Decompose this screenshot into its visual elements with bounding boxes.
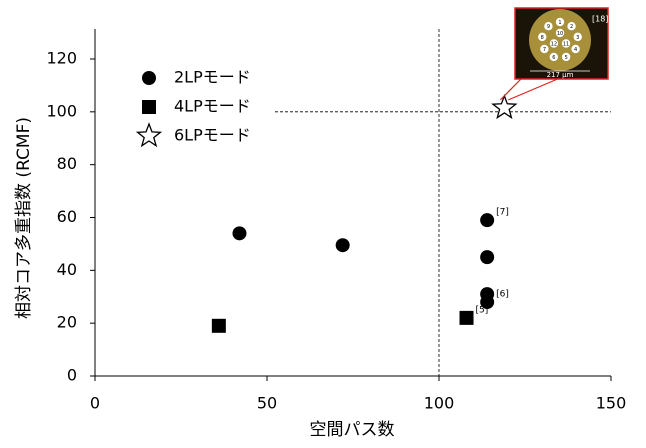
point: [480, 250, 494, 264]
x-tick-label: 100: [424, 394, 455, 413]
point: [493, 96, 516, 118]
annotation: [5]: [476, 305, 489, 315]
point: [212, 319, 226, 333]
legend-marker: [142, 100, 156, 114]
core-label: 6: [552, 55, 555, 61]
point: [460, 311, 474, 325]
core-label: 3: [576, 35, 579, 41]
legend-marker: [142, 71, 156, 85]
x-tick-label: 0: [90, 394, 100, 413]
annotation: [18]: [592, 15, 608, 24]
core-label: 8: [541, 35, 544, 41]
scale-label: 217 μm: [547, 71, 574, 79]
legend-label: 6LPモード: [174, 126, 251, 145]
y-tick-label: 40: [57, 260, 77, 279]
y-tick-label: 0: [67, 366, 77, 385]
core-label: 10: [557, 31, 563, 37]
annotation: [6]: [496, 290, 509, 300]
y-tick-label: 60: [57, 207, 77, 226]
y-tick-label: 100: [46, 101, 77, 120]
annotation: [7]: [496, 208, 509, 218]
point: [336, 238, 350, 252]
y-tick-label: 80: [57, 154, 77, 173]
core-label: 5: [565, 55, 568, 61]
core-label: 1: [558, 20, 561, 26]
y-tick-label: 20: [57, 313, 77, 332]
y-axis-label: 相対コア多重指数 (RCMF): [14, 117, 34, 319]
core-label: 11: [563, 42, 569, 48]
legend-label: 2LPモード: [174, 68, 251, 87]
chart: 空間パス数 相対コア多重指数 (RCMF) 0 20 40 60 80 100 120 0 50…: [0, 0, 646, 444]
x-tick-label: 150: [596, 394, 627, 413]
x-tick-label: 50: [257, 394, 277, 413]
core-label: 12: [551, 42, 557, 48]
core-label: 9: [547, 24, 550, 30]
core-label: 4: [574, 47, 577, 53]
core-label: 2: [570, 24, 573, 30]
point: [480, 213, 494, 227]
legend-label: 4LPモード: [174, 97, 251, 116]
callout: [500, 78, 560, 100]
point: [232, 226, 246, 240]
x-axis-label: 空間パス数: [310, 420, 395, 440]
legend-marker: [138, 124, 161, 146]
core-label: 7: [543, 47, 546, 53]
y-tick-label: 120: [46, 49, 77, 68]
